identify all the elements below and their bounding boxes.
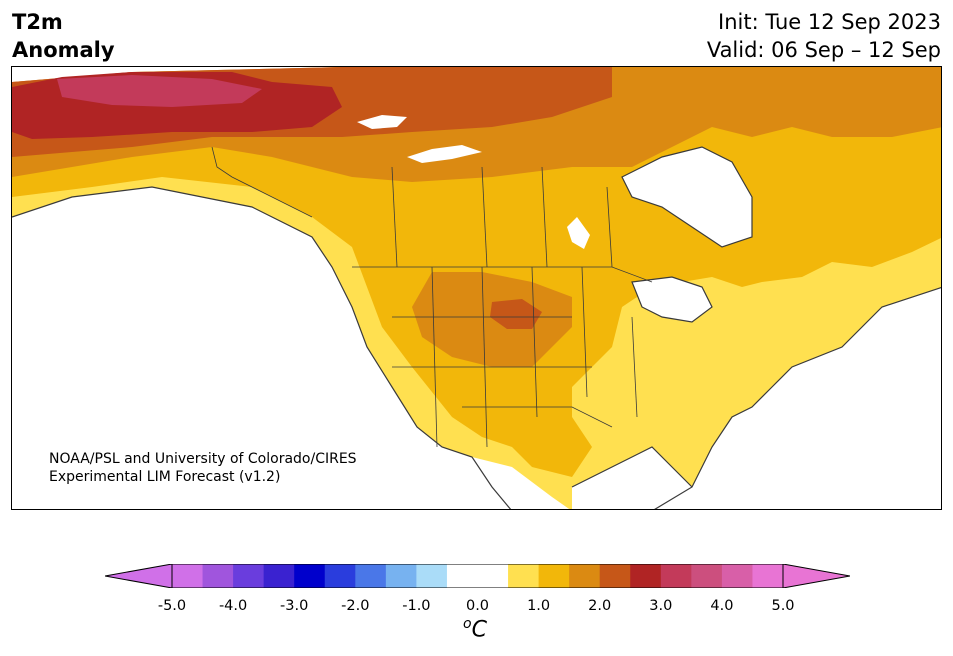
colorbar-cell	[721, 564, 753, 588]
colorbar-tick: -2.0	[341, 598, 370, 614]
valid-period: Valid: 06 Sep – 12 Sep	[706, 38, 941, 62]
atlantic-ocean	[655, 287, 941, 509]
colorbar	[105, 564, 850, 588]
anomaly-band-crimson	[57, 75, 262, 107]
colorbar-cell	[233, 564, 265, 588]
gulf-of-mexico	[572, 447, 692, 509]
colorbar-tick: -1.0	[402, 598, 431, 614]
colorbar-tick: 1.0	[527, 598, 551, 614]
colorbar-cell	[599, 564, 631, 588]
great-bear-lake	[357, 115, 407, 129]
unit-celsius: C	[471, 617, 487, 643]
coastlines	[12, 146, 941, 509]
colorbar-tick-labels: -5.0 -4.0 -3.0 -2.0 -1.0 0.0 1.0 2.0 3.0 4.0 5.0	[0, 598, 953, 618]
credit-line-2: Experimental LIM Forecast (v1.2)	[49, 469, 281, 485]
colorbar-cell	[477, 564, 509, 588]
colorbar-tick: -5.0	[157, 598, 187, 614]
anomaly-band-rust-core	[490, 299, 542, 329]
colorbar-cell	[416, 564, 448, 588]
colorbar-unit: oC	[463, 616, 487, 642]
colorbar-cell	[752, 564, 784, 588]
temperature-anomaly-map	[12, 67, 941, 509]
colorbar-cell	[385, 564, 417, 588]
forecast-dates: Init: Tue 12 Sep 2023 Valid: 06 Sep – 12…	[707, 8, 941, 64]
great-slave-lake	[407, 145, 482, 163]
variable-name: T2m	[12, 10, 63, 34]
colorbar-tick: -3.0	[280, 598, 309, 614]
colorbar-cell	[446, 564, 478, 588]
colorbar-cell	[691, 564, 723, 588]
colorbar-tick: -4.0	[218, 598, 248, 614]
colorbar-under-arrow	[105, 564, 173, 588]
credit-line-1: NOAA/PSL and University of Colorado/CIRE…	[49, 451, 357, 467]
data-credit: NOAA/PSL and University of Colorado/CIRE…	[49, 450, 357, 486]
colorbar-over-arrow	[782, 564, 850, 588]
great-lakes	[632, 277, 712, 322]
colorbar-tick: 0.0	[465, 598, 490, 614]
colorbar-cell	[355, 564, 387, 588]
pacific-ocean	[12, 187, 511, 509]
anomaly-band-orange-central	[412, 272, 572, 367]
map-panel	[11, 66, 942, 510]
hudson-bay	[622, 147, 752, 247]
colorbar-cell	[324, 564, 356, 588]
colorbar-cell	[660, 564, 692, 588]
init-date: Init: Tue 12 Sep 2023	[718, 10, 941, 34]
unit-degree: o	[463, 616, 472, 632]
colorbar-outline	[171, 564, 784, 588]
colorbar-cells	[172, 564, 784, 588]
colorbar-cell	[508, 564, 540, 588]
colorbar-cell	[569, 564, 601, 588]
lake-winnipeg	[567, 217, 590, 249]
colorbar-cell	[538, 564, 570, 588]
political-borders	[211, 146, 653, 448]
colorbar-cell	[630, 564, 662, 588]
variable-subtitle: Anomaly	[12, 38, 115, 62]
colorbar-cell	[202, 564, 234, 588]
map-title: T2m Anomaly	[12, 8, 115, 64]
colorbar-cell	[263, 564, 295, 588]
colorbar-tick: 5.0	[771, 598, 795, 614]
colorbar-tick: 4.0	[710, 598, 734, 614]
colorbar-tick: 2.0	[588, 598, 612, 614]
colorbar-cell	[294, 564, 326, 588]
colorbar-cell	[172, 564, 204, 588]
colorbar-tick: 3.0	[649, 598, 673, 614]
